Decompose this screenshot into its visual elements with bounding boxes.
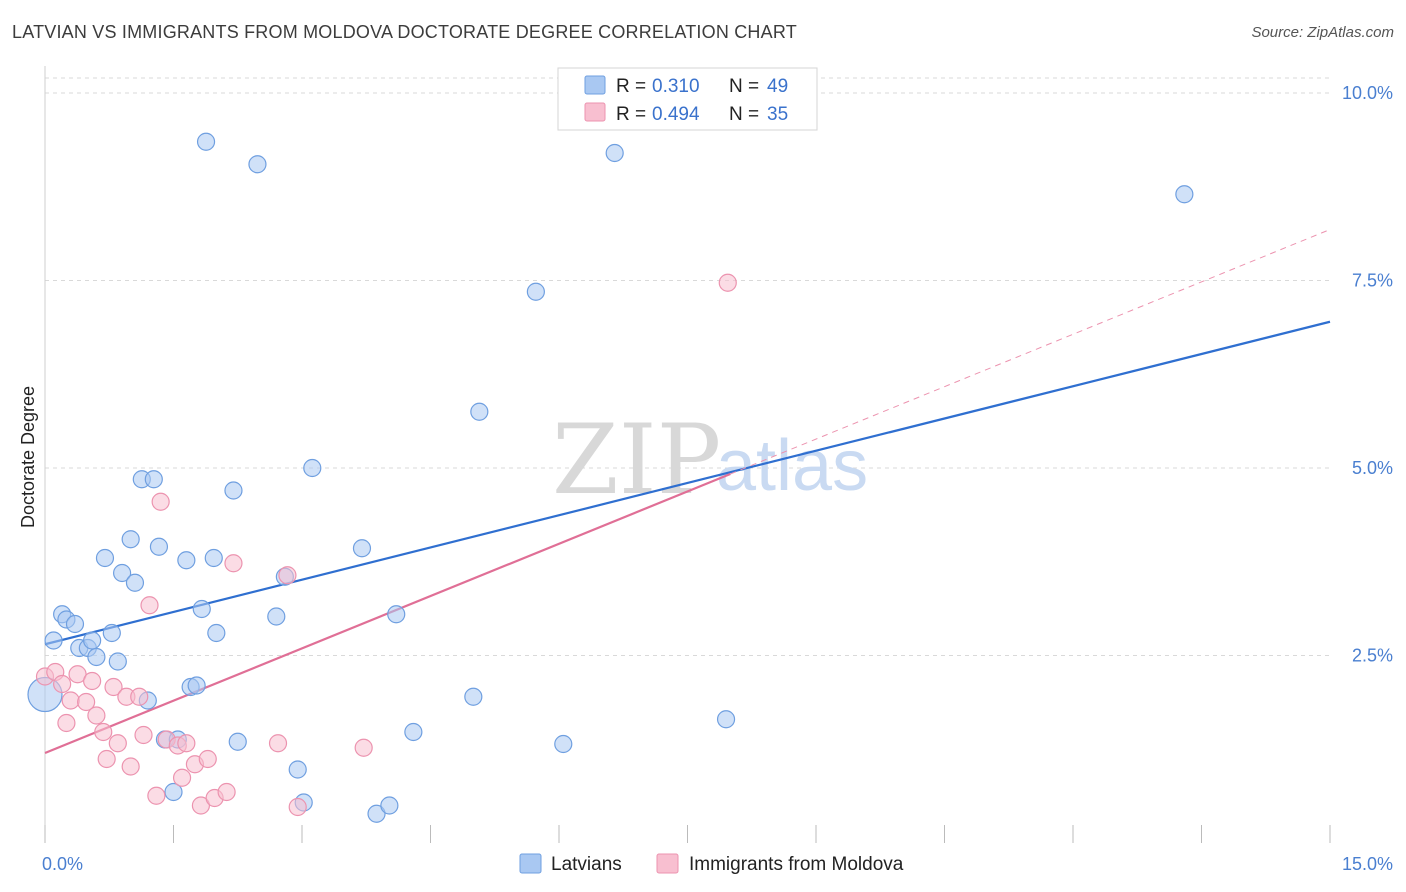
moldova-point bbox=[191, 796, 211, 815]
moldova-point bbox=[278, 566, 297, 585]
moldova-point bbox=[217, 782, 236, 802]
latvian-point bbox=[125, 573, 145, 592]
moldova-point bbox=[83, 671, 102, 691]
latvian-point bbox=[228, 732, 247, 751]
latvian-point bbox=[716, 710, 736, 729]
legend-top-r-label-latvians: R = bbox=[616, 76, 646, 97]
legend-top-n-label-latvians: N = bbox=[729, 76, 759, 97]
moldova-point bbox=[108, 734, 127, 753]
moldova-point bbox=[121, 757, 140, 776]
watermark-zip: ZIP bbox=[552, 404, 721, 516]
latvian-point bbox=[95, 548, 115, 568]
legend-top-swatch-moldova bbox=[584, 102, 606, 122]
latvian-point bbox=[387, 605, 406, 624]
latvian-point bbox=[102, 623, 121, 643]
axis-layer: 2.5% 5.0% 7.5% 10.0% 0.0% 15.0% bbox=[42, 66, 1393, 874]
latvian-point bbox=[207, 623, 226, 643]
legend-top-n-label-moldova: N = bbox=[729, 104, 759, 125]
legend-top-n-value-moldova: 35 bbox=[767, 104, 788, 125]
moldova-point bbox=[718, 273, 737, 292]
moldova-trend-extension bbox=[730, 229, 1331, 475]
chart-source: Source: ZipAtlas.com bbox=[1251, 24, 1394, 41]
moldova-point bbox=[140, 596, 159, 615]
latvian-point bbox=[303, 458, 322, 478]
latvian-point bbox=[87, 647, 106, 667]
moldova-point bbox=[77, 692, 96, 712]
legend-label-latvians: Latvians bbox=[551, 854, 622, 875]
latvian-point bbox=[149, 537, 169, 556]
legend-swatch-moldova bbox=[656, 853, 679, 874]
latvian-point bbox=[177, 551, 196, 570]
y-tick-label: 5.0% bbox=[1352, 458, 1393, 478]
chart-title: LATVIAN VS IMMIGRANTS FROM MOLDOVA DOCTO… bbox=[12, 22, 797, 42]
watermark-atlas: atlas bbox=[716, 426, 868, 506]
legend-top-swatch-latvians bbox=[584, 75, 606, 95]
x-tick-label: 0.0% bbox=[42, 854, 83, 874]
moldova-point bbox=[104, 677, 123, 697]
latvian-point bbox=[470, 402, 489, 421]
latvian-point bbox=[144, 470, 163, 489]
x-tick-label: 15.0% bbox=[1342, 854, 1393, 874]
points-layer bbox=[27, 132, 1194, 823]
moldova-point bbox=[147, 786, 166, 805]
moldova-point bbox=[57, 713, 76, 733]
moldova-point bbox=[151, 492, 170, 511]
latvian-point bbox=[288, 760, 307, 779]
latvian-point bbox=[526, 282, 545, 301]
latvian-point bbox=[187, 676, 206, 695]
watermark: ZIP atlas bbox=[552, 404, 868, 516]
legend-top-r-value-latvians: 0.310 bbox=[652, 76, 700, 97]
moldova-point bbox=[354, 738, 373, 757]
y-tick-label: 7.5% bbox=[1352, 271, 1393, 291]
latvian-point bbox=[605, 143, 624, 163]
latvian-point bbox=[267, 607, 286, 626]
moldova-point bbox=[53, 674, 72, 694]
latvian-point bbox=[83, 631, 102, 650]
legend-top-n-value-latvians: 49 bbox=[767, 76, 788, 97]
legend-bottom: Latvians Immigrants from Moldova bbox=[519, 853, 904, 875]
legend-top: R = 0.310 N = 49 R = 0.494 N = 35 bbox=[557, 67, 818, 131]
y-axis-title: Doctorate Degree bbox=[18, 386, 38, 528]
moldova-point bbox=[130, 687, 149, 706]
y-tick-label: 10.0% bbox=[1342, 83, 1393, 103]
moldova-point bbox=[224, 554, 243, 573]
latvian-point bbox=[164, 782, 183, 802]
legend-top-r-label-moldova: R = bbox=[616, 104, 646, 125]
moldova-point bbox=[87, 706, 106, 725]
moldova-point bbox=[61, 691, 80, 710]
y-tick-label: 2.5% bbox=[1352, 646, 1393, 666]
latvian-point bbox=[65, 614, 85, 634]
legend-top-r-value-moldova: 0.494 bbox=[652, 104, 700, 125]
latvian-point bbox=[192, 599, 211, 619]
moldova-point bbox=[198, 749, 217, 769]
latvian-point bbox=[554, 734, 573, 754]
latvian-point bbox=[108, 652, 127, 671]
legend-label-moldova: Immigrants from Moldova bbox=[689, 854, 904, 875]
latvian-point bbox=[352, 539, 372, 558]
moldova-point bbox=[177, 734, 196, 753]
latvian-point bbox=[112, 563, 132, 583]
latvian-point bbox=[380, 796, 399, 815]
legend-swatch-latvians bbox=[519, 853, 542, 874]
moldova-point bbox=[97, 749, 116, 769]
latvian-point bbox=[121, 530, 140, 549]
latvian-point bbox=[464, 687, 483, 706]
latvians-trend-line bbox=[44, 320, 1331, 646]
latvian-point bbox=[1175, 185, 1194, 204]
latvian-point bbox=[248, 155, 267, 174]
moldova-point bbox=[94, 722, 113, 742]
moldova-point bbox=[268, 734, 288, 753]
moldova-point bbox=[134, 725, 153, 745]
latvian-point bbox=[204, 548, 223, 568]
latvian-point bbox=[44, 631, 63, 650]
latvian-point bbox=[224, 481, 243, 500]
moldova-point bbox=[288, 797, 307, 817]
latvian-point bbox=[367, 804, 386, 823]
latvian-point bbox=[196, 132, 216, 151]
latvian-point bbox=[404, 722, 423, 742]
moldova-point bbox=[172, 768, 192, 787]
